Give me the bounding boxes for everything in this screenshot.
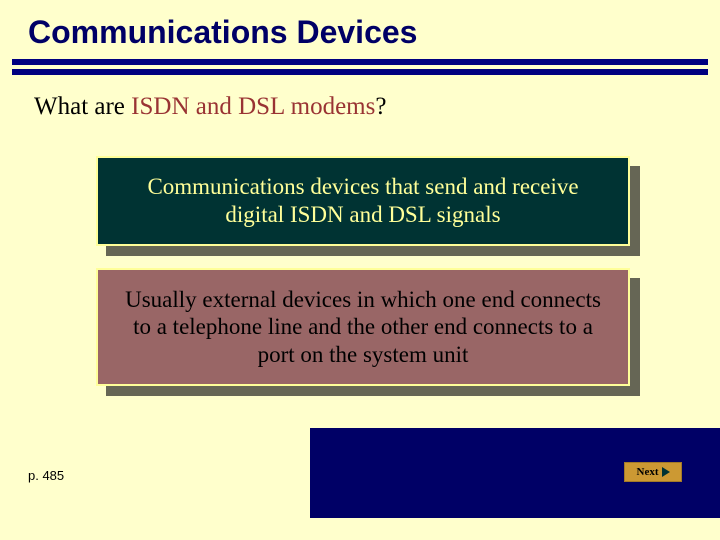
arrow-right-icon: [662, 467, 670, 477]
page-reference: p. 485: [28, 468, 64, 483]
info-box-2: Usually external devices in which one en…: [96, 268, 630, 386]
question-highlight: ISDN and DSL modems: [131, 93, 375, 120]
title-underline: [0, 59, 720, 75]
next-button[interactable]: Next: [624, 462, 682, 482]
question-prefix: What are: [34, 93, 131, 120]
info-box-1-content: Communications devices that send and rec…: [96, 156, 630, 246]
slide-title: Communications Devices: [0, 0, 720, 59]
info-box-2-content: Usually external devices in which one en…: [96, 268, 630, 386]
slide: Communications Devices What are ISDN and…: [0, 0, 720, 540]
question-suffix: ?: [375, 93, 386, 120]
info-box-1: Communications devices that send and rec…: [96, 156, 630, 246]
next-label: Next: [637, 466, 659, 478]
question-text: What are ISDN and DSL modems?: [0, 75, 720, 121]
